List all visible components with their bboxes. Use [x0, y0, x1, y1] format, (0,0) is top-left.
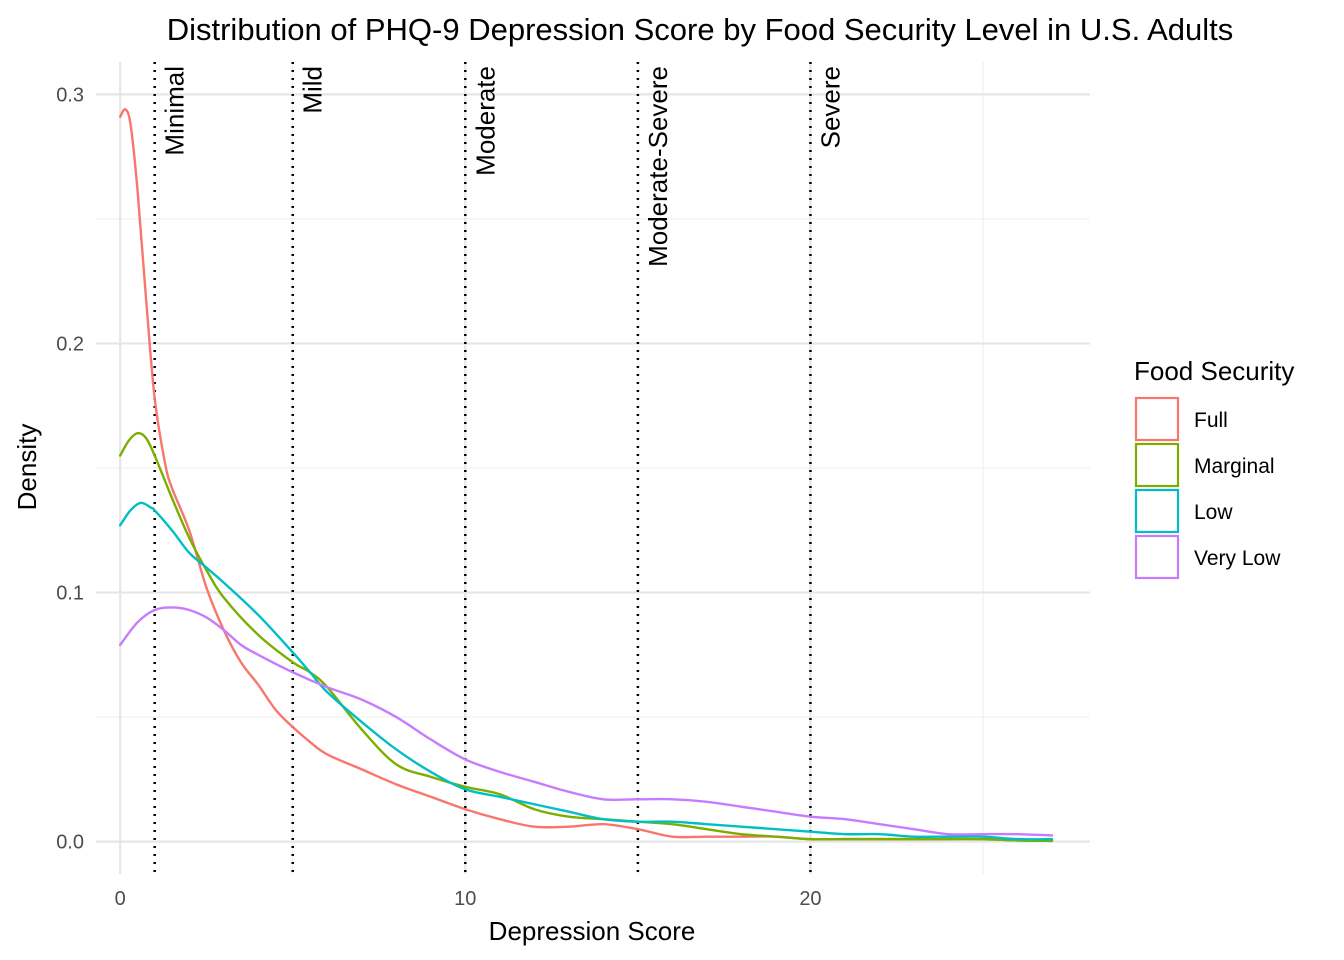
- y-tick-label: 0.2: [56, 333, 84, 355]
- legend: Food Security Full Marginal Low Very Low: [1134, 356, 1294, 580]
- x-tick-label: 10: [454, 888, 476, 910]
- x-tick-label: 20: [799, 888, 821, 910]
- legend-label: Very Low: [1194, 547, 1281, 570]
- legend-key-very-low: [1134, 534, 1180, 580]
- series-line-very-low: [118, 606, 1054, 837]
- y-tick-label: 0.0: [56, 832, 84, 854]
- x-tick-label: 0: [115, 888, 126, 910]
- cutoff-label: Moderate: [470, 66, 500, 176]
- legend-key-full: [1134, 396, 1180, 442]
- legend-title: Food Security: [1134, 356, 1294, 386]
- x-axis-title: Depression Score: [489, 916, 696, 946]
- series-lines: [118, 108, 1054, 843]
- series-line-marginal: [118, 431, 1054, 843]
- cutoff-label: Minimal: [160, 66, 190, 156]
- cutoff-lines: Minimal Mild Moderate Moderate-Severe Severe: [153, 62, 845, 874]
- legend-key-low: [1134, 488, 1180, 534]
- y-tick-label: 0.1: [56, 583, 84, 605]
- cutoff-label: Mild: [298, 66, 328, 114]
- chart-title: Distribution of PHQ-9 Depression Score b…: [167, 12, 1234, 47]
- grid: [96, 62, 1090, 874]
- legend-label: Low: [1194, 501, 1233, 524]
- y-axis-title: Density: [12, 424, 42, 511]
- legend-key-marginal: [1134, 442, 1180, 488]
- legend-label: Full: [1194, 409, 1228, 432]
- cutoff-label: Severe: [815, 66, 845, 148]
- y-tick-label: 0.3: [56, 84, 84, 106]
- legend-label: Marginal: [1194, 455, 1275, 478]
- series-line-low: [118, 501, 1054, 841]
- tick-labels: 0 10 20 0.0 0.1 0.2 0.3: [56, 84, 821, 910]
- cutoff-label: Moderate-Severe: [643, 66, 673, 267]
